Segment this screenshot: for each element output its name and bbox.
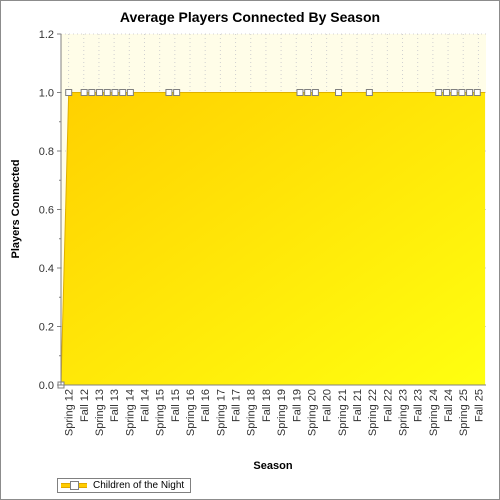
y-tick-label: 1.2 bbox=[39, 29, 54, 41]
series-area bbox=[61, 92, 485, 385]
y-tick-label: 0.0 bbox=[39, 380, 54, 392]
data-point bbox=[304, 89, 312, 96]
x-tick-label: Fall 18 bbox=[261, 389, 273, 422]
data-point bbox=[296, 89, 304, 96]
chart-title: Average Players Connected By Season bbox=[119, 9, 381, 25]
x-tick-label: Spring 25 bbox=[458, 389, 470, 436]
area-layer bbox=[60, 92, 485, 386]
data-point bbox=[335, 89, 343, 96]
legend-marker bbox=[70, 481, 79, 490]
x-tick-label: Spring 14 bbox=[124, 389, 136, 436]
y-tick-label: 0.8 bbox=[39, 146, 54, 158]
x-tick-label: Fall 12 bbox=[79, 389, 91, 422]
x-tick-label: Spring 15 bbox=[155, 389, 167, 436]
x-ticks: Spring 12 Fall 12 Spring 13 Fall 13 Spring 1… bbox=[64, 389, 486, 436]
x-tick-label: Spring 17 bbox=[215, 389, 227, 436]
x-tick-label: Fall 16 bbox=[200, 389, 212, 422]
data-point bbox=[435, 89, 443, 96]
x-tick-label: Fall 21 bbox=[352, 389, 364, 422]
legend: Children of the Night bbox=[57, 478, 192, 493]
x-tick-label: Spring 16 bbox=[185, 389, 197, 436]
data-point bbox=[65, 89, 73, 96]
y-tick-label: 1.0 bbox=[39, 88, 54, 100]
x-tick-label: Fall 20 bbox=[322, 389, 334, 422]
y-axis-label: Players Connected bbox=[10, 159, 22, 258]
x-tick-label: Fall 15 bbox=[170, 389, 182, 422]
x-tick-label: Fall 19 bbox=[291, 389, 303, 422]
legend-label: Children of the Night bbox=[93, 480, 185, 491]
data-point bbox=[96, 89, 104, 96]
data-point bbox=[126, 89, 134, 96]
data-point bbox=[442, 89, 450, 96]
x-tick-label: Fall 23 bbox=[413, 389, 425, 422]
x-tick-label: Fall 13 bbox=[109, 389, 121, 422]
data-point bbox=[458, 89, 466, 96]
x-tick-label: Fall 25 bbox=[473, 389, 485, 422]
x-tick-label: Spring 23 bbox=[398, 389, 410, 436]
x-tick-label: Spring 18 bbox=[246, 389, 258, 436]
y-ticks: 0.0 0.2 0.4 0.6 0.8 1.0 1.2 bbox=[39, 29, 61, 392]
x-tick-label: Spring 20 bbox=[306, 389, 318, 436]
data-point bbox=[88, 89, 96, 96]
data-point bbox=[111, 89, 119, 96]
data-point bbox=[119, 89, 127, 96]
data-point bbox=[473, 89, 481, 96]
data-point bbox=[466, 89, 474, 96]
x-tick-label: Spring 24 bbox=[428, 389, 440, 436]
data-point bbox=[311, 89, 319, 96]
legend-swatch bbox=[61, 481, 87, 490]
y-tick-label: 0.2 bbox=[39, 322, 54, 334]
x-tick-label: Spring 22 bbox=[367, 389, 379, 436]
x-tick-label: Spring 12 bbox=[64, 389, 76, 436]
x-tick-label: Spring 19 bbox=[276, 389, 288, 436]
x-tick-label: Spring 13 bbox=[94, 389, 106, 436]
data-point bbox=[450, 89, 458, 96]
x-tick-label: Fall 24 bbox=[443, 389, 455, 422]
y-tick-label: 0.6 bbox=[39, 205, 54, 217]
x-axis-label: Season bbox=[253, 460, 292, 472]
x-tick-label: Spring 21 bbox=[337, 389, 349, 436]
y-tick-label: 0.4 bbox=[39, 263, 54, 275]
data-point bbox=[165, 89, 173, 96]
data-point bbox=[365, 89, 373, 96]
data-point bbox=[80, 89, 88, 96]
data-point bbox=[103, 89, 111, 96]
x-tick-label: Fall 14 bbox=[139, 389, 151, 422]
x-tick-label: Fall 17 bbox=[231, 389, 243, 422]
data-point bbox=[173, 89, 181, 96]
x-tick-label: Fall 22 bbox=[382, 389, 394, 422]
